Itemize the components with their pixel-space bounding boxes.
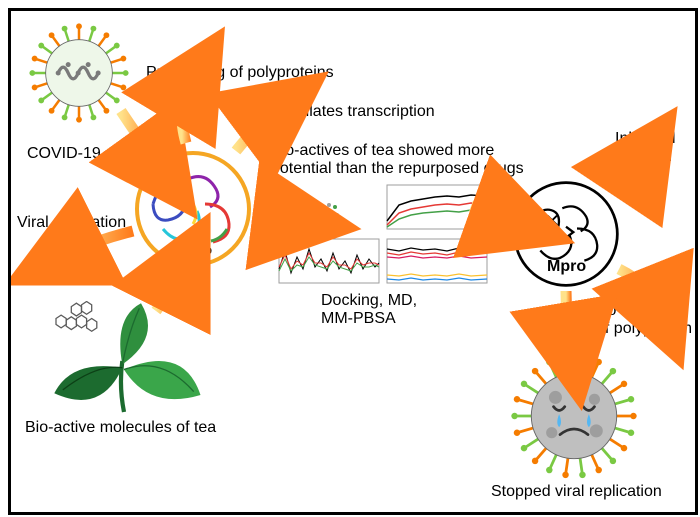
mpro-circle: Mpro (133, 149, 253, 269)
label-bioactives-1: Bio-actives of tea showed more (271, 141, 494, 160)
label-viral-rep: Viral replication (17, 213, 126, 232)
mpro2-label: Mpro (547, 257, 586, 276)
label-docking: Docking, MD, (321, 291, 417, 310)
mpro-inhibited: Mpro (511, 179, 621, 289)
mpro-label: Mpro (173, 241, 212, 260)
label-mmpbsa: MM-PBSA (321, 309, 396, 328)
diagram-frame: Processing of polyproteins Regulates tra… (8, 8, 698, 515)
label-bioactives-2: potential than the repurposed drugs (271, 159, 524, 178)
label-inhibited: Inhibited (615, 129, 676, 148)
covid-virus (29, 23, 129, 123)
tea-leaves (39, 301, 209, 421)
label-nocleave-1: No cleavage (596, 301, 685, 320)
label-covid: COVID-19 (27, 144, 101, 163)
label-processing: Processing of polyproteins (146, 63, 334, 82)
label-nocleave-2: of polyprotein (596, 319, 692, 338)
label-stopped: Stopped viral replication (491, 482, 662, 501)
label-protein: protein (623, 147, 672, 166)
label-regulates: Regulates transcription (271, 102, 435, 121)
docking-cluster (269, 181, 499, 289)
stopped-virus (509, 351, 639, 481)
